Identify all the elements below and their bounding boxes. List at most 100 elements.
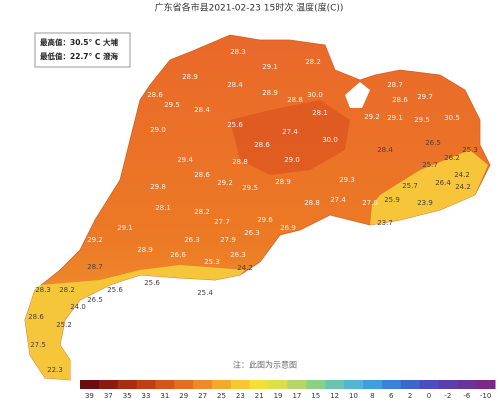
map-value-label: 29.6 [257, 216, 273, 224]
map-value-label: 29.3 [339, 176, 355, 184]
map-value-label: 28.9 [182, 73, 198, 81]
legend: 39 37 35 33 31 29 27 25 23 21 19 17 15 12 10 8 6 2 0 -2 -6 -1… [80, 380, 496, 400]
map-value-label: 29.5 [414, 116, 430, 124]
legend-swatch [249, 380, 270, 389]
legend-label: 0 [427, 392, 431, 400]
map-value-label: 26.3 [244, 229, 260, 237]
legend-swatch [136, 380, 156, 389]
legend-label: 15 [311, 392, 320, 400]
map-value-label: 29.7 [417, 93, 433, 101]
legend-swatch [438, 380, 458, 389]
map-value-label: 28.6 [28, 313, 44, 321]
map-value-label: 25.7 [402, 182, 418, 190]
map-value-label: 25.6 [107, 286, 123, 294]
legend-label: 27 [198, 392, 207, 400]
legend-swatch [476, 380, 496, 389]
legend-swatch [98, 380, 119, 389]
legend-label: 29 [179, 392, 188, 400]
map-value-label: 26.4 [435, 179, 451, 187]
legend-swatch [212, 380, 232, 389]
blank-area [345, 82, 370, 108]
map-value-label: 28.4 [227, 81, 243, 89]
map-value-label: 28.7 [87, 263, 103, 271]
map-value-label: 23.7 [377, 219, 393, 227]
legend-label: 2 [408, 392, 412, 400]
map-value-label: 28.1 [312, 109, 328, 117]
map-value-label: 25.7 [422, 161, 438, 169]
legend-swatch [230, 380, 251, 389]
map-value-label: 29.5 [242, 184, 258, 192]
legend-label: 23 [236, 392, 245, 400]
legend-swatch [268, 380, 288, 389]
map-value-label: 28.6 [254, 141, 270, 149]
map-value-label: 25.6 [227, 121, 243, 129]
legend-swatch [400, 380, 421, 389]
map-value-label: 28.2 [59, 286, 75, 294]
map-value-label: 29.1 [117, 224, 133, 232]
legend-label: 6 [389, 392, 394, 400]
map-value-label: 25.3 [462, 146, 478, 154]
legend-swatch [457, 380, 477, 389]
legend-label: 21 [255, 392, 264, 400]
map-value-label: 29.1 [262, 63, 278, 71]
map-value-label: 28.6 [147, 91, 163, 99]
legend-swatch [80, 380, 100, 389]
map-value-label: 28.3 [35, 286, 51, 294]
map-value-label: 29.2 [217, 179, 233, 187]
map-value-label: 25.6 [144, 279, 160, 287]
legend-swatch [419, 380, 439, 389]
map-value-label: 28.9 [137, 246, 153, 254]
legend-swatch [362, 380, 383, 389]
map-labels: 28.328.229.128.928.428.928.629.528.830.0… [28, 48, 478, 374]
legend-label: 19 [274, 392, 283, 400]
legend-label: 10 [349, 392, 358, 400]
legend-swatch [193, 380, 213, 389]
mild-zone-east [370, 150, 488, 225]
map-value-label: 29.5 [164, 101, 180, 109]
map-value-label: 29.4 [177, 156, 193, 164]
map-value-label: 28.2 [305, 58, 321, 66]
title: 广东省各市县2021-02-23 15时次 温度(度(C)) [155, 2, 344, 14]
legend-label: 31 [160, 392, 169, 400]
legend-swatch [117, 380, 138, 389]
map-value-label: 28.2 [194, 208, 210, 216]
map-value-label: 27.4 [330, 196, 346, 204]
map-value-label: 25.4 [197, 289, 213, 297]
mild-zone-west [25, 265, 245, 380]
map-value-label: 28.9 [262, 89, 278, 97]
legend-swatch [155, 380, 175, 389]
legend-label: 39 [85, 392, 94, 400]
map-value-label: 26.5 [425, 139, 441, 147]
map-value-label: 28.4 [194, 106, 210, 114]
legend-swatch [344, 380, 364, 389]
map-value-label: 26.2 [444, 154, 460, 162]
map-value-label: 28.3 [230, 48, 246, 56]
warm-zone [230, 100, 350, 175]
map-value-label: 28.4 [377, 146, 393, 154]
legend-label: 33 [142, 392, 151, 400]
legend-label: 37 [104, 392, 113, 400]
map-value-label: 29.0 [150, 126, 166, 134]
map-value-label: 24.2 [455, 183, 471, 191]
map-value-label: 28.1 [155, 204, 171, 212]
map-value-label: 24.2 [237, 264, 253, 272]
info-max: 最高值：30.5° C 大埔 [40, 37, 118, 47]
province-shape [24, 34, 491, 381]
map-value-label: 27.4 [282, 128, 298, 136]
map-value-label: 28.8 [287, 96, 303, 104]
legend-label: 25 [217, 392, 226, 400]
legend-swatch [174, 380, 194, 389]
map-value-label: 30.0 [307, 91, 323, 99]
map-value-label: 26.5 [87, 296, 103, 304]
map-value-label: 30.5 [444, 114, 460, 122]
map-value-label: 24.2 [454, 171, 470, 179]
map-value-label: 25.2 [56, 321, 72, 329]
legend-label: 8 [370, 392, 374, 400]
map-value-label: 27.5 [30, 341, 46, 349]
legend-swatch [287, 380, 307, 389]
map-value-label: 24.0 [70, 303, 86, 311]
map-value-label: 28.8 [232, 158, 248, 166]
legend-swatch [381, 380, 402, 389]
legend-label: 35 [123, 392, 132, 400]
legend-label: -6 [463, 392, 471, 400]
